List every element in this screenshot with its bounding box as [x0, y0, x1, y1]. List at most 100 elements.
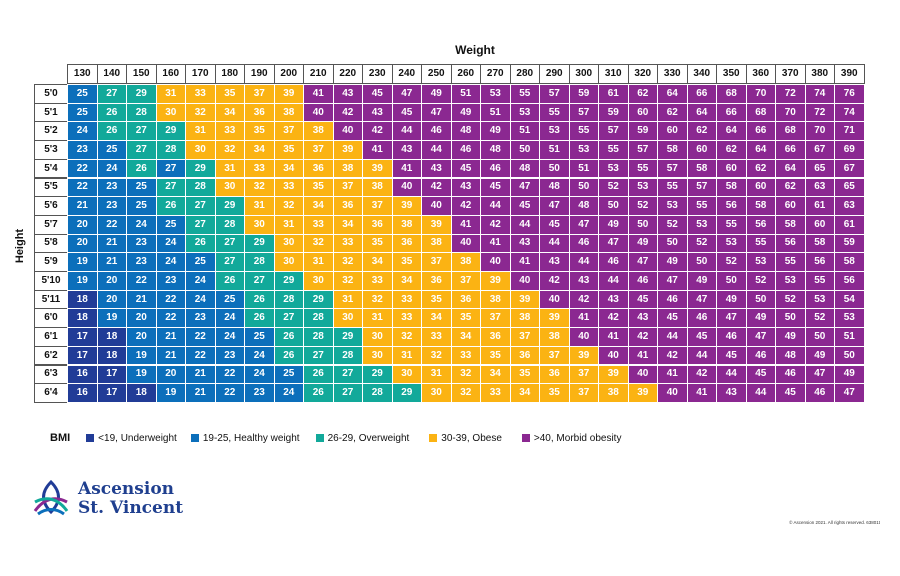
bmi-cell: 42	[686, 364, 717, 385]
bmi-cell: 31	[214, 158, 245, 179]
height-header: 5'0	[34, 84, 68, 104]
bmi-cell: 53	[598, 158, 629, 179]
bmi-cell: 30	[362, 327, 393, 347]
bmi-cell: 60	[804, 214, 835, 235]
bmi-cell: 20	[155, 364, 186, 385]
bmi-cell: 49	[421, 84, 452, 104]
bmi-cell: 27	[244, 271, 275, 291]
bmi-cell: 44	[686, 345, 717, 366]
bmi-cell: 45	[627, 289, 658, 310]
bmi-cell: 35	[421, 289, 452, 310]
bmi-cell: 44	[480, 196, 511, 216]
bmi-cell: 43	[598, 289, 629, 310]
bmi-cell: 30	[421, 383, 452, 403]
bmi-cell: 48	[539, 177, 570, 198]
bmi-cell: 35	[391, 252, 422, 272]
bmi-cell: 19	[96, 308, 127, 329]
bmi-cell: 67	[834, 158, 865, 179]
bmi-cell: 35	[362, 233, 393, 254]
bmi-cell: 39	[598, 364, 629, 385]
bmi-cell: 42	[421, 177, 452, 198]
bmi-cell: 45	[362, 84, 393, 104]
bmi-cell: 36	[539, 364, 570, 385]
bmi-cell: 43	[539, 252, 570, 272]
bmi-cell: 33	[332, 233, 363, 254]
bmi-cell: 38	[303, 121, 334, 142]
table-corner	[34, 64, 67, 84]
bmi-cell: 45	[775, 383, 806, 403]
bmi-cell: 51	[480, 102, 511, 123]
weight-header: 390	[834, 64, 865, 84]
bmi-cell: 39	[539, 308, 570, 329]
bmi-cell: 35	[303, 177, 334, 198]
bmi-cell: 44	[391, 121, 422, 142]
bmi-cell: 76	[834, 84, 865, 104]
bmi-cell: 31	[421, 364, 452, 385]
bmi-cell: 50	[509, 140, 540, 160]
height-header: 5'4	[34, 158, 68, 179]
bmi-cell: 59	[627, 121, 658, 142]
legend-item: >40, Morbid obesity	[521, 433, 621, 444]
bmi-cell: 58	[686, 158, 717, 179]
bmi-cell: 18	[96, 345, 127, 366]
bmi-cell: 58	[775, 214, 806, 235]
bmi-cell: 19	[126, 364, 157, 385]
bmi-cell: 65	[834, 177, 865, 198]
bmi-cell: 25	[126, 196, 157, 216]
bmi-cell: 56	[716, 196, 747, 216]
bmi-cell: 30	[273, 252, 304, 272]
bmi-cell: 49	[450, 102, 481, 123]
bmi-cell: 59	[568, 84, 599, 104]
bmi-cell: 21	[96, 252, 127, 272]
bmi-cell: 29	[126, 84, 157, 104]
bmi-cell: 39	[627, 383, 658, 403]
bmi-cell: 47	[539, 196, 570, 216]
bmi-cell: 53	[775, 271, 806, 291]
bmi-cell: 28	[155, 140, 186, 160]
bmi-cell: 38	[509, 308, 540, 329]
bmi-cell: 25	[155, 214, 186, 235]
bmi-cell: 59	[834, 233, 865, 254]
bmi-cell: 55	[509, 84, 540, 104]
bmi-cell: 37	[332, 177, 363, 198]
bmi-cell: 21	[155, 345, 186, 366]
bmi-cell: 41	[686, 383, 717, 403]
bmi-cell: 44	[716, 364, 747, 385]
bmi-cell: 43	[627, 308, 658, 329]
bmi-cell: 26	[273, 327, 304, 347]
bmi-cell: 31	[391, 345, 422, 366]
bmi-cell: 26	[244, 289, 275, 310]
bmi-cell: 27	[126, 121, 157, 142]
bmi-cell: 70	[804, 121, 835, 142]
bmi-cell: 34	[273, 158, 304, 179]
bmi-cell: 32	[362, 289, 393, 310]
bmi-cell: 57	[627, 140, 658, 160]
legend-item: 19-25, Healthy weight	[190, 433, 300, 444]
bmi-cell: 21	[96, 233, 127, 254]
bmi-cell: 58	[716, 177, 747, 198]
bmi-cell: 41	[391, 158, 422, 179]
bmi-cell: 18	[96, 327, 127, 347]
bmi-cell: 27	[332, 364, 363, 385]
height-header: 6'2	[34, 345, 68, 366]
bmi-cell: 60	[745, 177, 776, 198]
weight-header: 310	[598, 64, 629, 84]
bmi-cell: 22	[67, 177, 98, 198]
bmi-cell: 46	[598, 252, 629, 272]
bmi-cell: 60	[716, 158, 747, 179]
bmi-cell: 23	[126, 233, 157, 254]
bmi-cell: 62	[745, 158, 776, 179]
weight-header: 190	[244, 64, 275, 84]
bmi-cell: 34	[332, 214, 363, 235]
height-header: 5'9	[34, 252, 68, 272]
height-header: 6'0	[34, 308, 68, 329]
bmi-cell: 53	[509, 102, 540, 123]
bmi-cell: 40	[480, 252, 511, 272]
bmi-cell: 39	[332, 140, 363, 160]
bmi-cell: 41	[450, 214, 481, 235]
bmi-cell: 27	[214, 233, 245, 254]
bmi-cell: 48	[480, 140, 511, 160]
bmi-cell: 37	[450, 271, 481, 291]
bmi-cell: 68	[716, 84, 747, 104]
bmi-cell: 35	[273, 140, 304, 160]
